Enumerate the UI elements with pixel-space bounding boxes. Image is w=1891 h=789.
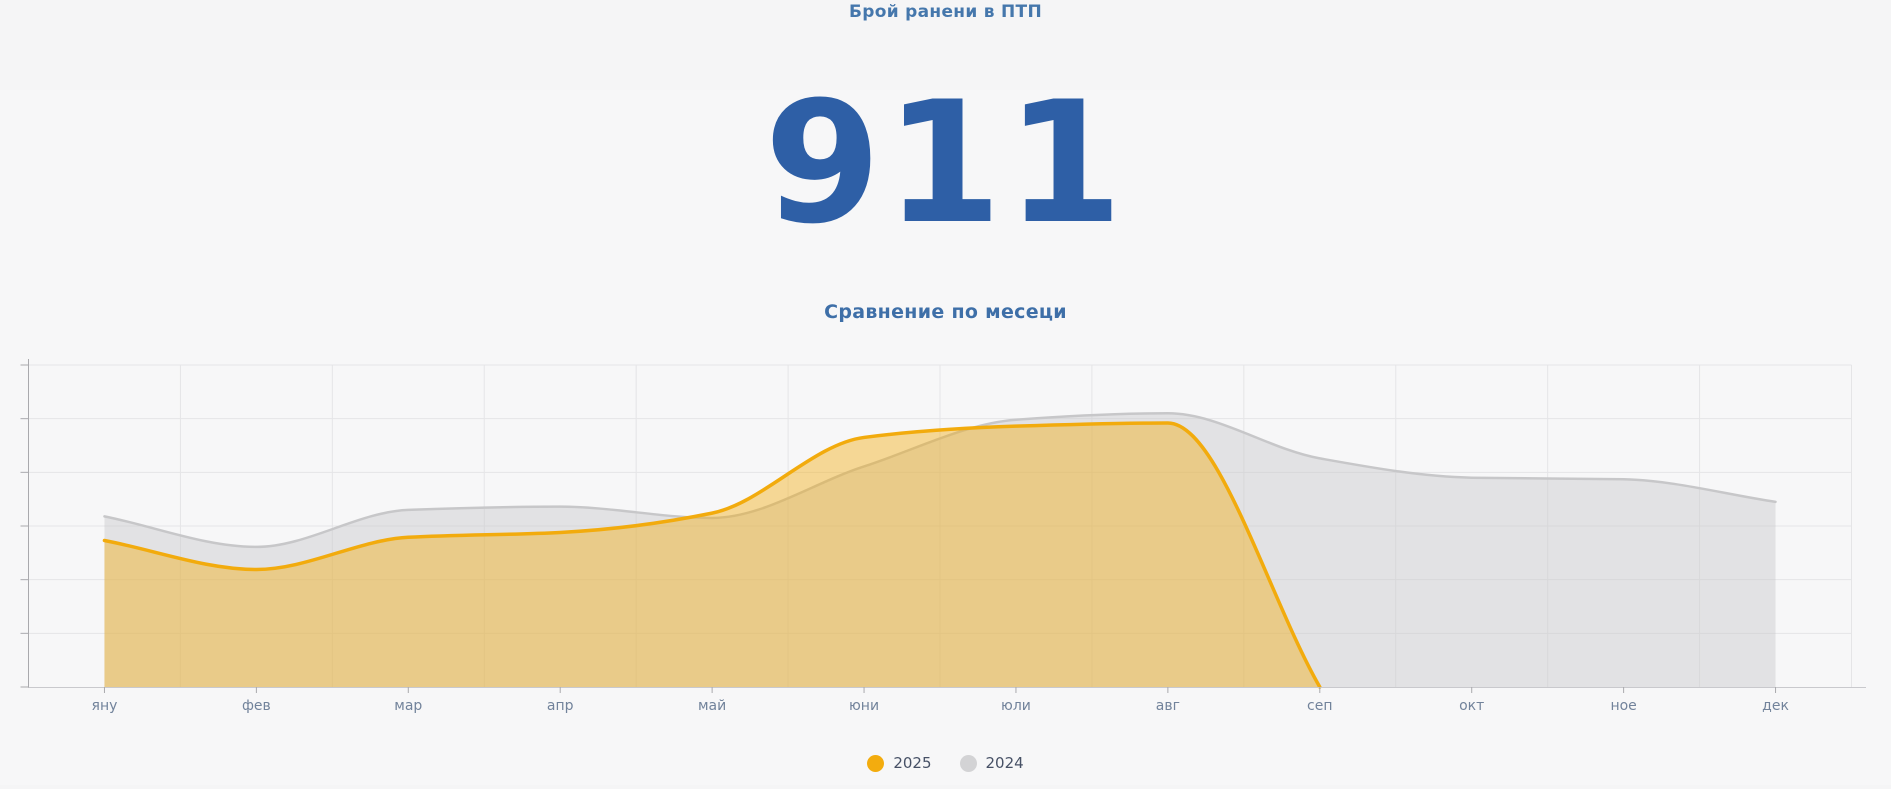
x-axis-label: мар [394, 698, 422, 714]
chart-legend: 2025 2024 [0, 751, 1891, 775]
page-title: Брой ранени в ПТП [849, 2, 1042, 22]
legend-label: 2024 [985, 754, 1024, 772]
legend-dot-icon [867, 754, 885, 772]
series-2024 [103, 412, 1777, 687]
x-axis-label: окт [1459, 698, 1484, 714]
series-area-2025 [104, 422, 1320, 687]
x-axis-label: апр [547, 698, 574, 714]
x-axis-label: авг [1156, 698, 1180, 714]
legend-item-2025[interactable]: 2025 [867, 754, 932, 772]
legend-dot-icon [959, 754, 977, 772]
x-axis-labels: яну фев мар апр май юни юли авг сеп окт ное дек [92, 687, 1789, 714]
chart-subtitle: Сравнение по месеци [824, 301, 1067, 323]
x-axis-label: ное [1610, 698, 1636, 714]
x-axis-label: сеп [1307, 698, 1332, 714]
series-line-2024 [103, 412, 1777, 549]
legend-label: 2025 [893, 754, 932, 772]
total-injured-value: 911 [764, 65, 1127, 261]
x-axis-label: юни [849, 698, 879, 714]
x-axis-label: фев [242, 698, 271, 714]
x-axis-label: юли [1001, 698, 1031, 714]
series-area-2024 [104, 413, 1776, 687]
x-axis-label: яну [92, 698, 118, 714]
x-axis-label: дек [1762, 698, 1789, 714]
legend-item-2024[interactable]: 2024 [959, 754, 1024, 772]
x-axis-label: май [698, 698, 726, 714]
series-2025 [102, 421, 1322, 689]
series-line-2025 [102, 421, 1322, 689]
axes [20, 359, 1866, 688]
